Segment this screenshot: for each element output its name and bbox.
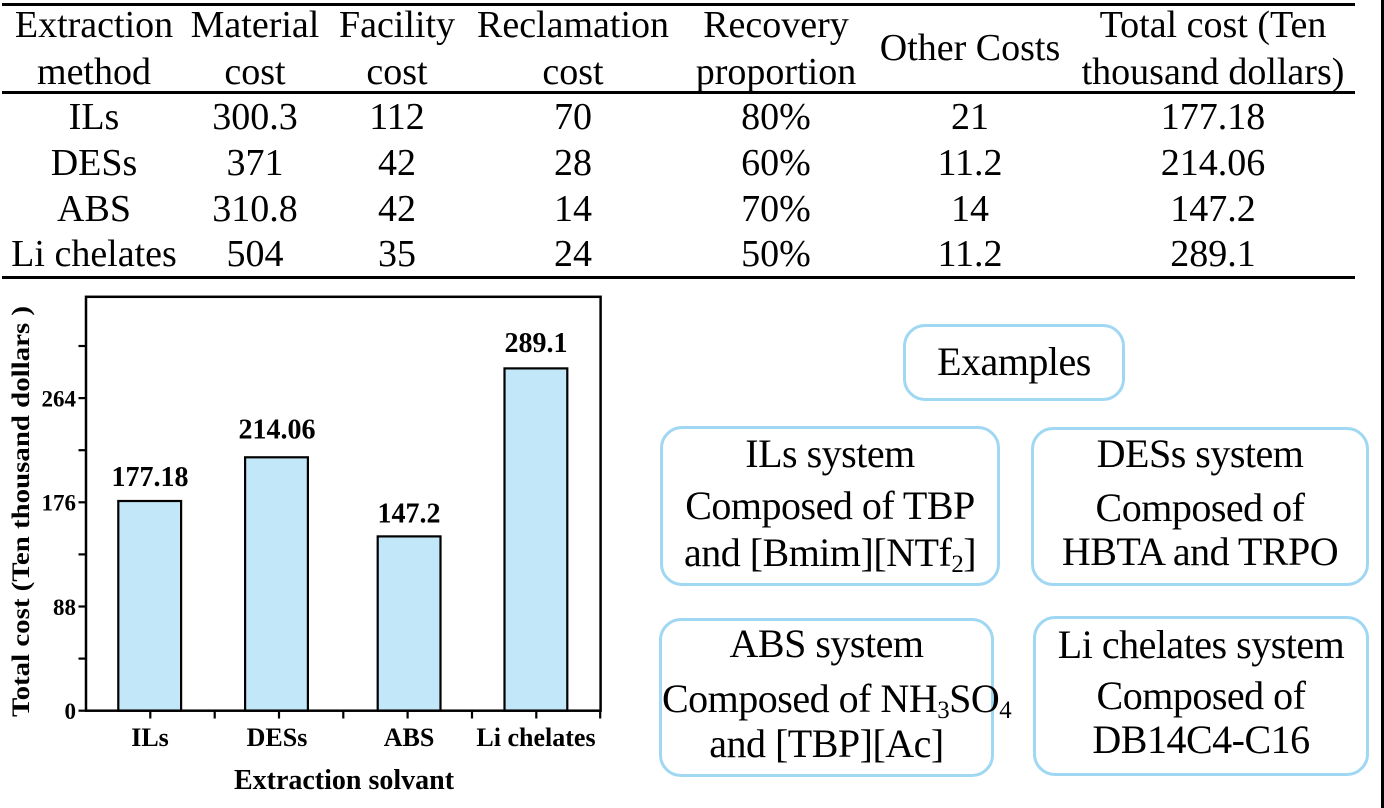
svg-text:ABS: ABS (384, 723, 435, 752)
svg-text:Total cost (Ten thousand dolla: Total cost (Ten thousand dollars ) (8, 306, 35, 717)
svg-text:0: 0 (65, 699, 77, 724)
svg-text:176: 176 (42, 491, 77, 516)
svg-text:177.18: 177.18 (112, 462, 189, 493)
svg-text:Extraction solvant: Extraction solvant (234, 765, 455, 796)
svg-text:147.2: 147.2 (378, 498, 441, 529)
svg-text:ILs: ILs (131, 723, 169, 752)
svg-text:88: 88 (53, 595, 76, 620)
svg-text:289.1: 289.1 (505, 328, 568, 359)
svg-text:DESs: DESs (247, 723, 308, 752)
svg-text:264: 264 (42, 387, 77, 412)
svg-text:Li chelates: Li chelates (476, 723, 595, 752)
svg-text:214.06: 214.06 (239, 415, 316, 446)
